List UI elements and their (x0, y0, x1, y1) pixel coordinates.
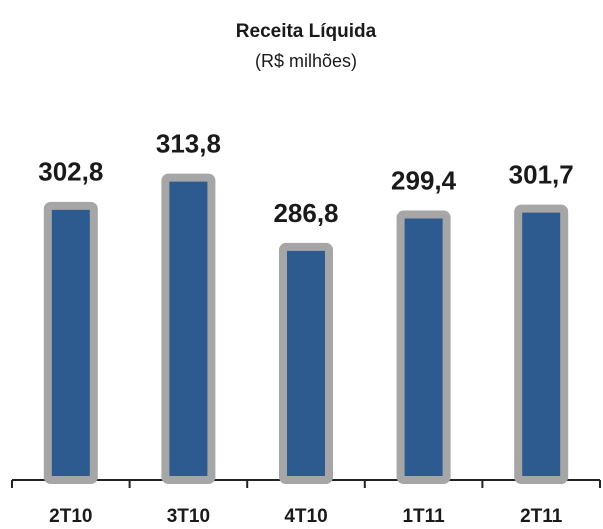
x-tick-label: 2T10 (49, 506, 92, 527)
bar (161, 173, 216, 484)
bar (514, 204, 569, 484)
x-tick-label: 4T10 (284, 506, 327, 527)
x-tick-label: 2T11 (520, 506, 563, 527)
bar (279, 242, 333, 484)
value-label: 302,8 (38, 157, 103, 187)
value-label: 301,7 (509, 160, 574, 190)
bar (396, 210, 451, 484)
x-tick-label: 1T11 (402, 506, 445, 527)
value-label: 286,8 (273, 198, 338, 228)
bar (43, 201, 98, 484)
chart-subtitle: (R$ milhões) (255, 51, 357, 71)
chart-title: Receita Líquida (236, 21, 377, 42)
value-label: 299,4 (391, 165, 457, 195)
value-label: 313,8 (156, 128, 221, 158)
x-tick-label: 3T10 (167, 506, 210, 527)
